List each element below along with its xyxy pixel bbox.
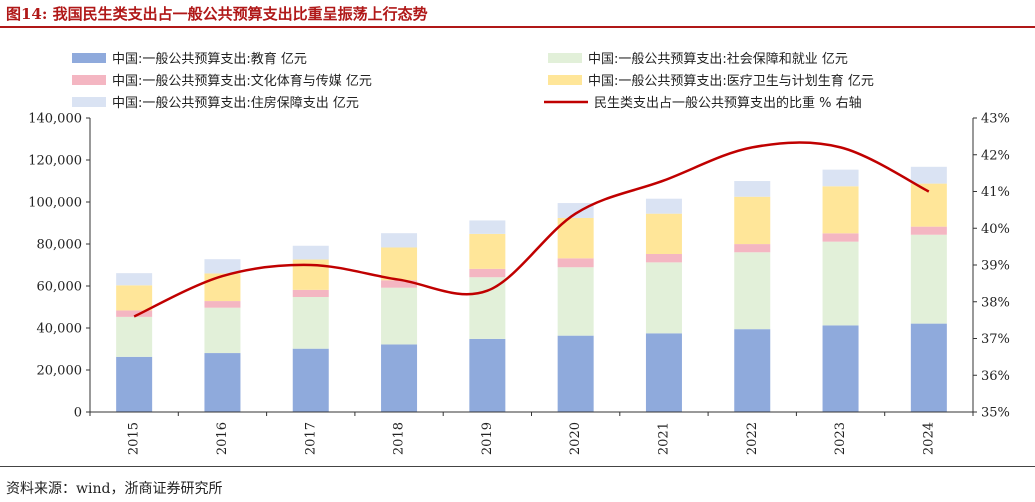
bar-housing-2016: [204, 259, 241, 274]
bar-housing-2022: [734, 181, 771, 197]
legend-swatch-culture: [72, 75, 106, 85]
tick-label-left-3: 60,000: [37, 280, 83, 295]
bar-housing-2017: [292, 245, 329, 260]
bar-health-2018: [381, 247, 418, 281]
legend-swatch-housing: [72, 97, 106, 107]
ratio-line: [133, 141, 930, 318]
tick-label-left-7: 140,000: [28, 112, 82, 127]
bar-housing-2021: [645, 198, 682, 214]
tick-label-right-0: 35%: [981, 406, 1010, 421]
tick-label-right-3: 38%: [981, 295, 1010, 310]
bar-social_security-2024: [910, 234, 947, 324]
bar-education-2017: [292, 348, 329, 412]
x-label-2020: 2020: [568, 422, 583, 455]
legend-label-health: 中国:一般公共预算支出:医疗卫生与计划生育 亿元: [588, 73, 874, 89]
legend-swatch-social_security: [548, 53, 582, 63]
tick-label-right-8: 43%: [981, 112, 1010, 127]
bar-social_security-2016: [204, 307, 241, 354]
source-note: 资料来源：wind，浙商证券研究所: [6, 481, 223, 497]
bar-social_security-2023: [822, 241, 859, 326]
bar-housing-2019: [469, 220, 506, 234]
legend-label-education: 中国:一般公共预算支出:教育 亿元: [112, 51, 307, 67]
tick-label-left-2: 40,000: [37, 322, 83, 337]
title-rule: [0, 26, 1035, 28]
tick-label-right-6: 41%: [981, 185, 1010, 200]
bar-education-2016: [204, 353, 241, 412]
bar-culture-2017: [292, 289, 329, 297]
bar-social_security-2018: [381, 287, 418, 345]
bar-education-2024: [910, 323, 947, 412]
bar-social_security-2021: [645, 262, 682, 334]
tick-label-right-1: 36%: [981, 369, 1010, 384]
x-label-2024: 2024: [921, 422, 936, 455]
bar-culture-2022: [734, 244, 771, 253]
bar-housing-2015: [116, 273, 153, 286]
x-label-2016: 2016: [215, 422, 230, 455]
tick-label-left-6: 120,000: [28, 154, 82, 169]
tick-label-right-2: 37%: [981, 332, 1010, 347]
tick-label-left-1: 20,000: [37, 364, 83, 379]
bar-housing-2018: [381, 233, 418, 248]
legend-swatch-health: [548, 75, 582, 85]
bar-culture-2018: [381, 280, 418, 288]
x-label-2019: 2019: [480, 422, 495, 455]
legend-label-housing: 中国:一般公共预算支出:住房保障支出 亿元: [112, 95, 359, 111]
bar-education-2018: [381, 344, 418, 412]
source-rule: [0, 466, 1035, 467]
legend-label-culture: 中国:一般公共预算支出:文化体育与传媒 亿元: [112, 73, 372, 89]
tick-label-right-5: 40%: [981, 222, 1010, 237]
bar-health-2020: [557, 217, 594, 259]
bar-education-2015: [116, 356, 153, 412]
bar-culture-2020: [557, 258, 594, 268]
legend-label-ratio: 民生类支出占一般公共预算支出的比重 % 右轴: [594, 95, 862, 111]
bar-health-2024: [910, 183, 947, 227]
bar-education-2021: [645, 333, 682, 412]
x-label-2015: 2015: [127, 422, 142, 455]
x-label-2018: 2018: [392, 422, 407, 455]
bar-housing-2023: [822, 169, 859, 187]
bar-housing-2024: [910, 166, 947, 184]
bar-social_security-2017: [292, 296, 329, 349]
tick-label-right-7: 42%: [981, 148, 1010, 163]
x-label-2021: 2021: [656, 422, 671, 455]
bar-culture-2021: [645, 253, 682, 263]
figure-title: 图14: 我国民生类支出占一般公共预算支出比重呈振荡上行态势: [6, 5, 428, 23]
tick-label-left-0: 0: [74, 406, 82, 421]
x-label-2022: 2022: [745, 422, 760, 455]
bar-social_security-2015: [116, 316, 153, 357]
bar-health-2022: [734, 196, 771, 245]
bar-social_security-2022: [734, 252, 771, 330]
bar-health-2015: [116, 285, 153, 311]
bar-education-2020: [557, 335, 594, 412]
bar-education-2023: [822, 325, 859, 412]
tick-label-right-4: 39%: [981, 259, 1010, 274]
legend-swatch-education: [72, 53, 106, 63]
bar-health-2021: [645, 213, 682, 254]
bar-health-2019: [469, 233, 506, 269]
tick-label-left-4: 80,000: [37, 238, 83, 253]
bar-culture-2015: [116, 310, 153, 317]
tick-label-left-5: 100,000: [28, 196, 82, 211]
bar-culture-2023: [822, 233, 859, 242]
x-label-2023: 2023: [833, 422, 848, 455]
bar-culture-2016: [204, 301, 241, 308]
bar-social_security-2020: [557, 267, 594, 336]
bar-education-2019: [469, 338, 506, 412]
bar-culture-2024: [910, 226, 947, 235]
bar-culture-2019: [469, 268, 506, 278]
bar-health-2023: [822, 186, 859, 234]
bar-health-2016: [204, 273, 241, 302]
x-label-2017: 2017: [303, 422, 318, 455]
legend-label-social_security: 中国:一般公共预算支出:社会保障和就业 亿元: [588, 51, 848, 67]
bar-housing-2020: [557, 203, 594, 218]
bar-education-2022: [734, 329, 771, 412]
bar-social_security-2019: [469, 277, 506, 339]
